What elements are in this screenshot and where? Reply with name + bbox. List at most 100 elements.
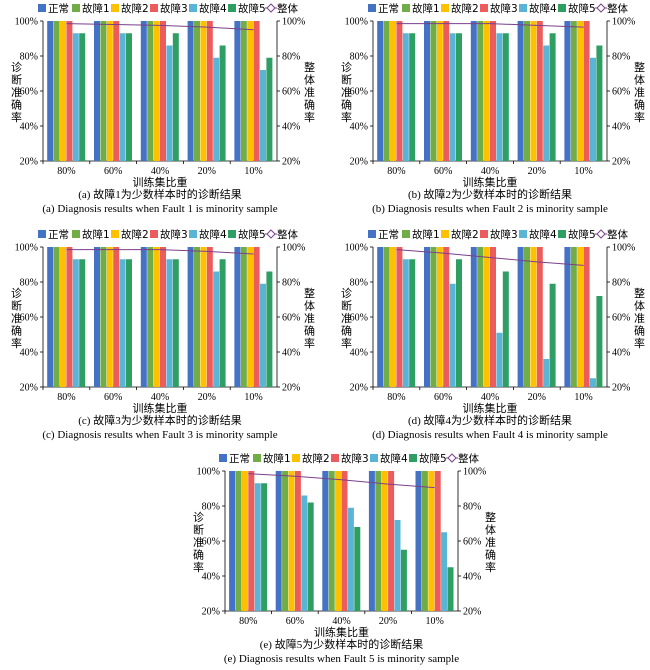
- y-tick-label-left: 40%: [350, 348, 368, 359]
- legend-swatch-故障3: [331, 454, 339, 462]
- x-tick-label: 20%: [379, 616, 397, 627]
- bar-故障4-10%: [260, 283, 266, 387]
- bar-故障5-10%: [447, 567, 454, 611]
- y-tick-label-left: 80%: [20, 278, 38, 289]
- bar-故障5-40%: [172, 259, 179, 387]
- bar-故障5-20%: [219, 259, 226, 387]
- x-tick-label: 60%: [434, 392, 452, 403]
- bar-故障2-40%: [483, 21, 490, 161]
- bar-故障4-60%: [449, 283, 456, 387]
- bar-故障1-20%: [194, 247, 200, 387]
- y-tick-label-right: 40%: [282, 122, 300, 133]
- legend-label: 故障4: [529, 2, 557, 15]
- bar-故障1-40%: [477, 21, 484, 161]
- legend-label: 故障2: [121, 228, 149, 241]
- bar-正常-80%: [377, 247, 384, 387]
- bar-故障5-10%: [596, 45, 603, 161]
- bar-故障1-20%: [524, 21, 530, 161]
- legend-marker-diamond: [266, 3, 276, 13]
- bar-故障5-60%: [456, 259, 462, 387]
- legend-label: 故障3: [160, 2, 188, 15]
- bar-故障1-10%: [421, 471, 428, 611]
- y-tick-label-right: 100%: [463, 467, 486, 478]
- bar-故障3-20%: [536, 21, 543, 161]
- bar-故障2-10%: [577, 21, 584, 161]
- bar-故障5-80%: [409, 33, 416, 161]
- y-tick-label-right: 40%: [282, 348, 300, 359]
- bar-故障4-40%: [166, 45, 173, 161]
- legend-label: 正常: [48, 2, 69, 15]
- x-tick-label: 40%: [481, 166, 499, 177]
- legend-swatch-故障2: [441, 4, 449, 12]
- bar-故障3-40%: [341, 471, 348, 611]
- overall-accuracy-line: [66, 23, 254, 31]
- overall-accuracy-line: [66, 249, 254, 255]
- legend-label: 故障4: [199, 228, 227, 241]
- legend-label: 正常: [378, 2, 399, 15]
- legend-label: 故障2: [451, 2, 479, 15]
- legend-label: 正常: [229, 452, 250, 465]
- legend-label: 故障3: [160, 228, 188, 241]
- y-tick-label-left: 40%: [20, 348, 38, 359]
- bar-故障2-80%: [390, 21, 396, 161]
- legend-swatch-正常: [219, 454, 227, 462]
- x-tick-label: 60%: [286, 616, 304, 627]
- bar-故障4-60%: [301, 495, 308, 611]
- legend-swatch-故障1: [72, 4, 80, 12]
- bar-故障3-80%: [396, 21, 403, 161]
- bar-故障5-20%: [549, 33, 556, 161]
- bar-故障3-60%: [294, 471, 301, 611]
- bar-正常-80%: [47, 247, 54, 387]
- y-tick-label-left: 100%: [15, 243, 38, 254]
- bar-故障2-80%: [60, 21, 66, 161]
- bar-故障4-60%: [449, 33, 456, 161]
- bar-故障1-60%: [100, 21, 107, 161]
- legend-swatch-故障2: [292, 454, 300, 462]
- y-tick-label-right: 100%: [282, 243, 305, 254]
- legend-label: 故障5: [238, 228, 266, 241]
- legend-swatch-故障5: [558, 4, 566, 12]
- legend-label: 故障5: [568, 2, 596, 15]
- x-axis-label: 训练集比重: [463, 401, 518, 415]
- bar-故障1-20%: [194, 21, 200, 161]
- bar-故障3-60%: [113, 21, 120, 161]
- legend-label: 故障5: [419, 452, 447, 465]
- y-axis-label-left: 诊断准确率: [341, 286, 352, 350]
- bar-故障2-80%: [60, 247, 66, 387]
- bar-故障2-10%: [247, 21, 254, 161]
- bar-故障2-60%: [436, 247, 443, 387]
- y-tick-label-left: 40%: [202, 572, 220, 583]
- legend-marker-diamond: [447, 453, 457, 463]
- bar-故障4-40%: [496, 33, 503, 161]
- bar-故障2-20%: [530, 247, 537, 387]
- y-tick-label-right: 100%: [282, 17, 305, 28]
- caption-cn: (b) 故障2为少数样本时的诊断结果: [408, 187, 572, 201]
- legend-label: 故障1: [82, 228, 110, 241]
- y-tick-label-left: 60%: [202, 537, 220, 548]
- legend-swatch-故障2: [111, 4, 119, 12]
- y-tick-label-right: 80%: [282, 278, 300, 289]
- bar-故障4-10%: [260, 70, 266, 161]
- bar-故障3-20%: [206, 21, 213, 161]
- chart-panel-e: 20% 20% 40% 40% 60% 60% 80% 80% 100% 100% 80% 60% 40…: [193, 452, 496, 665]
- y-tick-label-left: 80%: [350, 278, 368, 289]
- bar-故障4-10%: [590, 378, 596, 387]
- x-tick-label: 80%: [57, 392, 75, 403]
- legend-swatch-故障1: [253, 454, 261, 462]
- y-tick-label-left: 60%: [350, 87, 368, 98]
- x-tick-label: 20%: [528, 392, 546, 403]
- legend-marker-diamond: [596, 229, 606, 239]
- legend-marker-diamond: [596, 3, 606, 13]
- x-axis-label: 训练集比重: [133, 401, 188, 415]
- y-tick-label-left: 40%: [350, 122, 368, 133]
- bar-故障5-40%: [354, 527, 361, 611]
- y-tick-label-right: 80%: [282, 52, 300, 63]
- x-tick-label: 40%: [151, 392, 169, 403]
- y-axis-label-left: 诊断准确率: [341, 60, 352, 124]
- bar-故障4-40%: [166, 259, 173, 387]
- bar-故障2-10%: [577, 247, 584, 387]
- bar-故障4-20%: [394, 520, 401, 611]
- bar-故障1-40%: [147, 247, 154, 387]
- bar-故障2-20%: [200, 247, 207, 387]
- y-tick-label-right: 20%: [282, 383, 300, 394]
